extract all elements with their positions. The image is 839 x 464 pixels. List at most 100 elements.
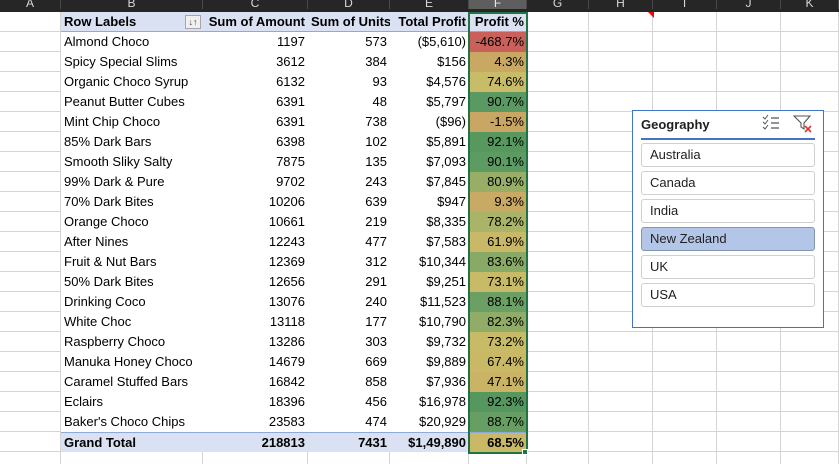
profit-pct-cell[interactable]: 90.7% — [469, 92, 527, 112]
slicer-item-australia[interactable]: Australia — [641, 143, 815, 167]
slicer-item-new-zealand[interactable]: New Zealand — [641, 227, 815, 251]
column-header-j[interactable]: J — [717, 0, 781, 9]
row-label[interactable]: White Choc — [64, 314, 132, 329]
row-label[interactable]: Baker's Choco Chips — [64, 414, 185, 429]
profit-cell[interactable]: $9,251 — [426, 274, 466, 289]
fill-handle[interactable] — [522, 449, 528, 455]
profit-pct-cell[interactable]: 47.1% — [469, 372, 527, 392]
row-label[interactable]: After Nines — [64, 234, 129, 249]
column-header-a[interactable]: A — [0, 0, 61, 9]
slicer-item-india[interactable]: India — [641, 199, 815, 223]
amount-cell[interactable]: 13076 — [268, 294, 305, 309]
profit-pct-cell[interactable]: 67.4% — [469, 352, 527, 372]
amount-cell[interactable]: 10661 — [268, 214, 305, 229]
units-cell[interactable]: 219 — [365, 214, 387, 229]
column-header-h[interactable]: H — [589, 0, 653, 9]
profit-cell[interactable]: $9,889 — [426, 354, 466, 369]
units-cell[interactable]: 93 — [372, 74, 387, 89]
profit-cell[interactable]: $947 — [437, 194, 466, 209]
row-label[interactable]: Caramel Stuffed Bars — [64, 374, 189, 389]
amount-cell[interactable]: 10206 — [268, 194, 305, 209]
amount-cell[interactable]: 13286 — [268, 334, 305, 349]
units-cell[interactable]: 738 — [365, 114, 387, 129]
profit-cell[interactable]: $7,845 — [426, 174, 466, 189]
profit-cell[interactable]: ($5,610) — [417, 34, 466, 49]
sort-filter-icon[interactable]: ↓↑ — [185, 15, 201, 29]
amount-cell[interactable]: 6132 — [276, 74, 305, 89]
profit-cell[interactable]: ($96) — [435, 114, 466, 129]
profit-pct-cell[interactable]: -1.5% — [469, 112, 527, 132]
amount-cell[interactable]: 9702 — [276, 174, 305, 189]
profit-cell[interactable]: $7,936 — [426, 374, 466, 389]
row-label[interactable]: Peanut Butter Cubes — [64, 94, 185, 109]
profit-cell[interactable]: $10,790 — [419, 314, 466, 329]
profit-pct-cell[interactable]: 61.9% — [469, 232, 527, 252]
row-label[interactable]: Almond Choco — [64, 34, 150, 49]
multi-select-icon[interactable] — [762, 114, 780, 132]
units-cell[interactable]: 639 — [365, 194, 387, 209]
profit-pct-cell[interactable]: 83.6% — [469, 252, 527, 272]
row-label[interactable]: Smooth Sliky Salty — [64, 154, 173, 169]
profit-cell[interactable]: $7,093 — [426, 154, 466, 169]
amount-cell[interactable]: 1197 — [277, 34, 305, 49]
column-header-f[interactable]: F — [469, 0, 527, 9]
units-cell[interactable]: 669 — [365, 354, 387, 369]
profit-pct-cell[interactable]: 92.3% — [469, 392, 527, 412]
profit-pct-header[interactable]: Profit % — [474, 14, 524, 29]
profit-cell[interactable]: $10,344 — [419, 254, 466, 269]
grand-total-label[interactable]: Grand Total — [64, 435, 136, 450]
profit-pct-cell[interactable]: -468.7% — [469, 32, 527, 52]
slicer-item-usa[interactable]: USA — [641, 283, 815, 307]
column-header-c[interactable]: C — [203, 0, 308, 9]
units-cell[interactable]: 48 — [372, 94, 387, 109]
units-cell[interactable]: 312 — [365, 254, 387, 269]
units-cell[interactable]: 858 — [365, 374, 387, 389]
amount-cell[interactable]: 6391 — [276, 114, 305, 129]
sum-amount-header[interactable]: Sum of Amount — [208, 14, 305, 29]
profit-pct-cell[interactable]: 9.3% — [469, 192, 527, 212]
slicer-item-canada[interactable]: Canada — [641, 171, 815, 195]
profit-cell[interactable]: $5,797 — [426, 94, 466, 109]
profit-cell[interactable]: $5,891 — [426, 134, 466, 149]
profit-cell[interactable]: $9,732 — [426, 334, 466, 349]
column-header-i[interactable]: I — [653, 0, 717, 9]
geography-slicer[interactable]: Geography Australia Canada India New Zealan… — [632, 110, 824, 328]
profit-cell[interactable]: $8,335 — [426, 214, 466, 229]
row-label[interactable]: Manuka Honey Choco — [64, 354, 193, 369]
amount-cell[interactable]: 3612 — [276, 54, 305, 69]
units-cell[interactable]: 240 — [365, 294, 387, 309]
column-header-e[interactable]: E — [390, 0, 469, 9]
row-label[interactable]: Orange Choco — [64, 214, 149, 229]
total-profit-header[interactable]: Total Profit — [398, 14, 466, 29]
units-cell[interactable]: 573 — [365, 34, 387, 49]
units-cell[interactable]: 135 — [365, 154, 387, 169]
profit-pct-cell[interactable]: 88.1% — [469, 292, 527, 312]
row-label[interactable]: 85% Dark Bars — [64, 134, 152, 149]
amount-cell[interactable]: 12369 — [268, 254, 305, 269]
total-amount[interactable]: 218813 — [261, 435, 305, 450]
profit-pct-cell[interactable]: 90.1% — [469, 152, 527, 172]
amount-cell[interactable]: 12656 — [268, 274, 305, 289]
amount-cell[interactable]: 13118 — [269, 314, 305, 329]
row-label[interactable]: Organic Choco Syrup — [64, 74, 189, 89]
row-label[interactable]: 99% Dark & Pure — [64, 174, 165, 189]
total-profit[interactable]: $1,49,890 — [408, 435, 466, 450]
profit-cell[interactable]: $20,929 — [419, 414, 466, 429]
profit-pct-cell[interactable]: 92.1% — [469, 132, 527, 152]
column-header-g[interactable]: G — [527, 0, 589, 9]
profit-cell[interactable]: $16,978 — [419, 394, 466, 409]
sum-units-header[interactable]: Sum of Units — [311, 14, 390, 29]
units-cell[interactable]: 456 — [365, 394, 387, 409]
comment-indicator-icon[interactable] — [648, 12, 654, 18]
profit-cell[interactable]: $7,583 — [426, 234, 466, 249]
profit-pct-cell[interactable]: 73.2% — [469, 332, 527, 352]
profit-pct-cell[interactable]: 4.3% — [469, 52, 527, 72]
units-cell[interactable]: 291 — [365, 274, 387, 289]
amount-cell[interactable]: 6391 — [276, 94, 305, 109]
amount-cell[interactable]: 18396 — [268, 394, 305, 409]
profit-pct-cell[interactable]: 82.3% — [469, 312, 527, 332]
profit-pct-cell[interactable]: 74.6% — [469, 72, 527, 92]
amount-cell[interactable]: 16842 — [268, 374, 305, 389]
amount-cell[interactable]: 14679 — [268, 354, 305, 369]
clear-filter-icon[interactable] — [793, 114, 813, 134]
